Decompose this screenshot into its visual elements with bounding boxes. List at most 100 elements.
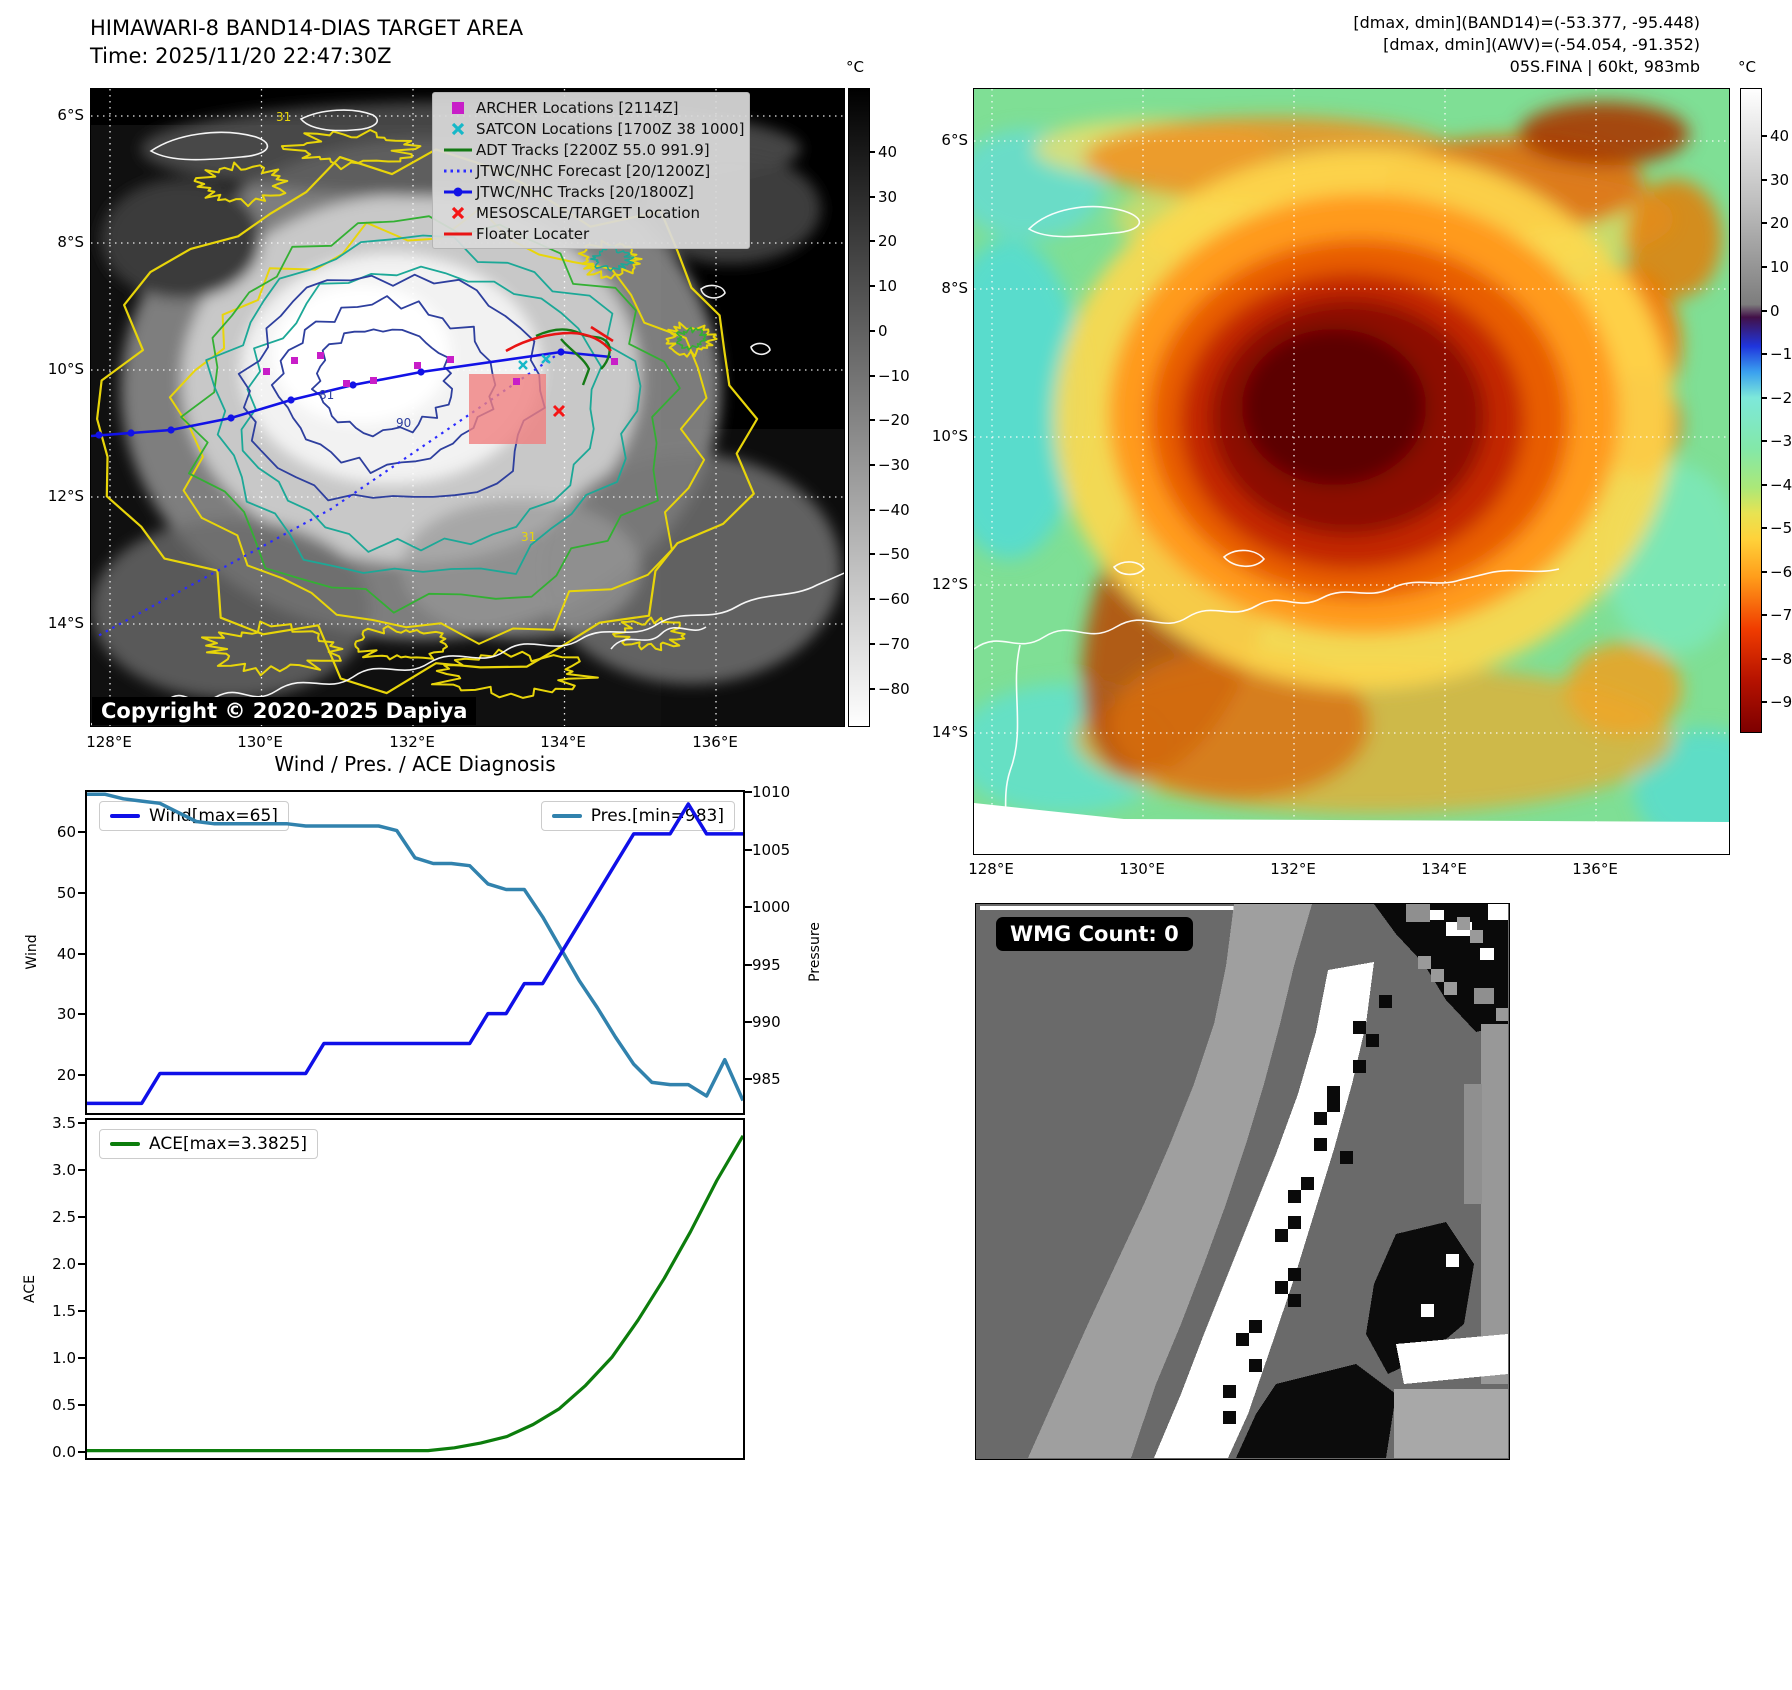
band14-lon-label: 136°E [692,733,738,751]
wind-ytick: 60 [56,823,76,842]
legend-item: ARCHER Locations [2114Z] [440,97,742,118]
wind-pressure-chart: Wind[max=65] Pres.[min=983] [85,790,745,1115]
line-legend-marker-icon [444,148,472,151]
tick-mark [870,374,875,377]
pressure-legend-swatch [551,814,582,818]
ir-color-field [974,102,1729,849]
pressure-ytick: 1000 [752,898,791,917]
tick-mark [870,598,875,601]
tick-mark [1762,527,1767,530]
awv-colorbar-tick: 40 [1770,127,1790,146]
awv-colorbar-tick: −50 [1770,519,1792,538]
ace-legend-label: ACE[max=3.3825] [149,1134,307,1154]
wind-legend-swatch [110,814,140,818]
ace-ytick: 3.5 [52,1113,76,1132]
tick-mark [78,1215,85,1218]
ace-ytick: 0.5 [52,1396,76,1415]
band14-colorbar-tick: 10 [878,277,898,296]
wind-ytick: 30 [56,1005,76,1024]
legend-item-label: JTWC/NHC Forecast [20/1200Z] [476,161,711,180]
wind-legend-label: Wind[max=65] [149,806,278,826]
tick-mark [745,1078,752,1081]
square-legend-marker-icon [452,101,464,114]
band14-lat-label: 6°S [57,106,84,124]
floater-track [505,325,614,353]
tick-mark [870,419,875,422]
awv-header-line3: 05S.FINA | 60kt, 983mb [1509,57,1700,76]
legend-item: ADT Tracks [2200Z 55.0 991.9] [440,139,742,160]
satcon-markers [518,354,551,370]
jtwc-track-dots [95,348,565,439]
tick-mark [78,1357,85,1360]
tick-mark [78,1310,85,1313]
band14-colorbar-tick: −10 [878,366,910,385]
ace-axis-label: ACE [22,1275,38,1303]
tick-mark [745,791,752,794]
tick-mark [1762,309,1767,312]
tick-mark [870,687,875,690]
contour-value-labels: 31 31 81 90 [276,110,536,544]
ace-chart: ACE[max=3.3825] [85,1118,745,1460]
band14-lon-label: 128°E [86,733,132,751]
data-edge-strip [974,803,1729,854]
ace-ytick: 2.0 [52,1255,76,1274]
linedot-legend-marker-icon [444,187,472,196]
storm-tracks [91,325,618,638]
ace-ytick: 3.0 [52,1160,76,1179]
band14-lon-label: 134°E [540,733,586,751]
awv-colorbar-tick: 30 [1770,170,1790,189]
target-area-box [469,374,546,444]
awv-colorbar-tick: −70 [1770,606,1792,625]
awv-colorbar-tick: −40 [1770,475,1792,494]
tick-mark [78,1013,85,1016]
latlon-grid [974,89,1729,854]
svg-text:31: 31 [276,110,291,124]
tick-mark [1762,135,1767,138]
band14-colorbar-tick: −40 [878,500,910,519]
wind-axis-label: Wind [24,934,40,970]
tick-mark [78,1451,85,1454]
awv-satellite-map [973,88,1730,855]
tick-mark [1762,701,1767,704]
legend-item: JTWC/NHC Forecast [20/1200Z] [440,160,742,181]
legend-marker [440,163,476,179]
band14-title: HIMAWARI-8 BAND14-DIAS TARGET AREA [90,16,524,40]
band14-lat-label: 14°S [47,614,84,632]
legend-item-label: Floater Locater [476,224,590,243]
legend-marker [440,100,476,116]
band14-lon-label: 130°E [237,733,283,751]
awv-colorbar-tick: 10 [1770,257,1790,276]
band14-time: Time: 2025/11/20 22:47:30Z [90,44,392,68]
legend-item: SATCON Locations [1700Z 38 1000] [440,118,744,139]
tick-mark [1762,396,1767,399]
awv-lat-label: 10°S [931,427,968,445]
tick-mark [78,1263,85,1266]
pressure-ytick: 1010 [752,783,791,802]
wmg-panel: WMG Count: 0 [975,903,1510,1460]
awv-colorbar-tick: −30 [1770,432,1792,451]
ace-plot [87,1134,743,1453]
xmark-legend-marker-icon [451,122,465,135]
wmg-mask-graphic [976,904,1509,1458]
legend-item-label: JTWC/NHC Tracks [20/1800Z] [476,182,694,201]
awv-colorbar-tick: −90 [1770,693,1792,712]
diagnosis-title: Wind / Pres. / ACE Diagnosis [274,752,556,776]
awv-colorbar-tick: −80 [1770,649,1792,668]
ace-ytick: 1.5 [52,1302,76,1321]
legend-item: MESOSCALE/TARGET Location [440,202,742,223]
tick-mark [78,1404,85,1407]
band14-map-graphic: 31 31 81 90 [91,89,844,726]
awv-colorbar [1740,88,1762,733]
tick-mark [870,642,875,645]
ace-ytick: 2.5 [52,1207,76,1226]
cloud-texture [91,101,841,699]
tick-mark [870,508,875,511]
tick-mark [78,892,85,895]
tick-mark [78,952,85,955]
legend-item: Floater Locater [440,223,742,244]
legend-item: JTWC/NHC Tracks [20/1800Z] [440,181,742,202]
legend-item-label: ADT Tracks [2200Z 55.0 991.9] [476,140,710,159]
band14-map-legend: ARCHER Locations [2114Z] SATCON Locations… [432,92,750,249]
tick-mark [870,195,875,198]
